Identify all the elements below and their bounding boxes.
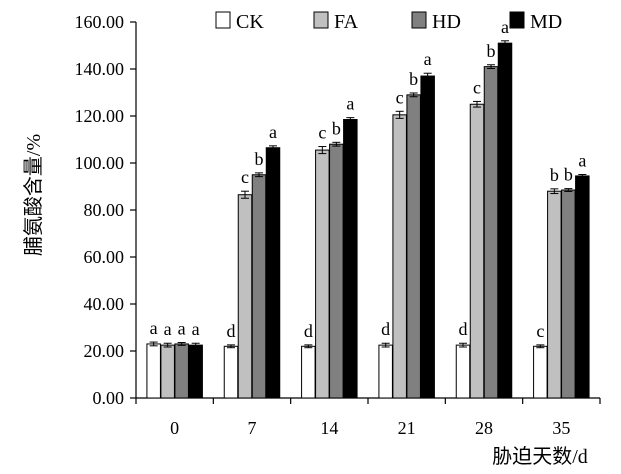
bar (329, 143, 344, 399)
legend-swatch (411, 11, 427, 29)
bar (174, 343, 189, 399)
plot-area: 0.00 20.00 40.00 60.00 80.00 100.00 120.00 140.… (75, 12, 601, 438)
legend-swatch (313, 11, 329, 29)
bar (547, 190, 562, 399)
significance-label: c (536, 321, 544, 341)
y-tick-label: 160.00 (75, 12, 125, 32)
significance-label: a (150, 318, 158, 338)
bar (301, 345, 316, 399)
x-tick-label: 21 (398, 418, 416, 438)
y-tick-label: 80.00 (84, 200, 125, 220)
x-tick-label: 35 (552, 418, 570, 438)
x-tick-label: 7 (248, 418, 257, 438)
significance-label: d (381, 319, 390, 339)
y-tick-label: 120.00 (75, 106, 125, 126)
significance-label: c (318, 123, 326, 143)
x-tick-label: 0 (170, 418, 179, 438)
significance-label: a (578, 151, 586, 171)
bar (392, 114, 407, 399)
bar (343, 119, 358, 399)
bar (497, 42, 513, 399)
y-tick-label: 140.00 (75, 59, 125, 79)
bar (237, 194, 253, 399)
x-axis-title: 胁迫天数/d (492, 445, 588, 468)
significance-label: a (178, 319, 186, 339)
y-tick-label: 20.00 (84, 341, 125, 361)
bar (406, 94, 421, 399)
legend-swatch (215, 11, 231, 29)
significance-label: b (255, 149, 264, 169)
significance-label: a (346, 94, 354, 114)
bar (420, 75, 435, 399)
legend-label: FA (334, 11, 359, 33)
x-tick-label: 28 (475, 418, 493, 438)
significance-label: b (564, 165, 573, 185)
bar (378, 344, 393, 399)
bar (251, 174, 267, 399)
significance-label: a (501, 17, 509, 37)
significance-label: b (550, 165, 559, 185)
significance-label: a (164, 319, 172, 339)
legend-label: MD (530, 11, 562, 33)
significance-label: a (424, 49, 432, 69)
significance-label: a (269, 122, 277, 142)
y-axis-title: 脯氨酸含量/% (22, 134, 45, 256)
significance-label: c (241, 167, 249, 187)
significance-label: b (409, 69, 418, 89)
bar (188, 344, 203, 399)
y-tick-label: 60.00 (84, 247, 125, 267)
legend-label: CK (236, 11, 264, 33)
significance-label: d (227, 321, 236, 341)
significance-label: d (459, 319, 468, 339)
significance-label: d (304, 321, 313, 341)
bar (533, 345, 548, 399)
bar (483, 66, 499, 399)
bar (160, 344, 175, 399)
bar (561, 189, 576, 399)
significance-label: c (473, 77, 481, 97)
legend: CK FA HD MD (215, 11, 562, 33)
significance-label: b (332, 118, 341, 138)
bar (223, 345, 239, 399)
significance-label: c (396, 87, 404, 107)
y-tick-label: 0.00 (93, 388, 125, 408)
y-tick-label: 100.00 (75, 153, 125, 173)
bar (315, 149, 330, 399)
bar (265, 147, 281, 399)
bar (575, 175, 590, 399)
legend-swatch (509, 11, 525, 29)
bar (455, 344, 471, 399)
y-tick-label: 40.00 (84, 294, 125, 314)
bar (146, 343, 161, 399)
bar (469, 103, 485, 399)
x-tick-label: 14 (320, 418, 338, 438)
significance-label: a (192, 319, 200, 339)
legend-label: HD (432, 11, 461, 33)
significance-label: b (487, 41, 496, 61)
